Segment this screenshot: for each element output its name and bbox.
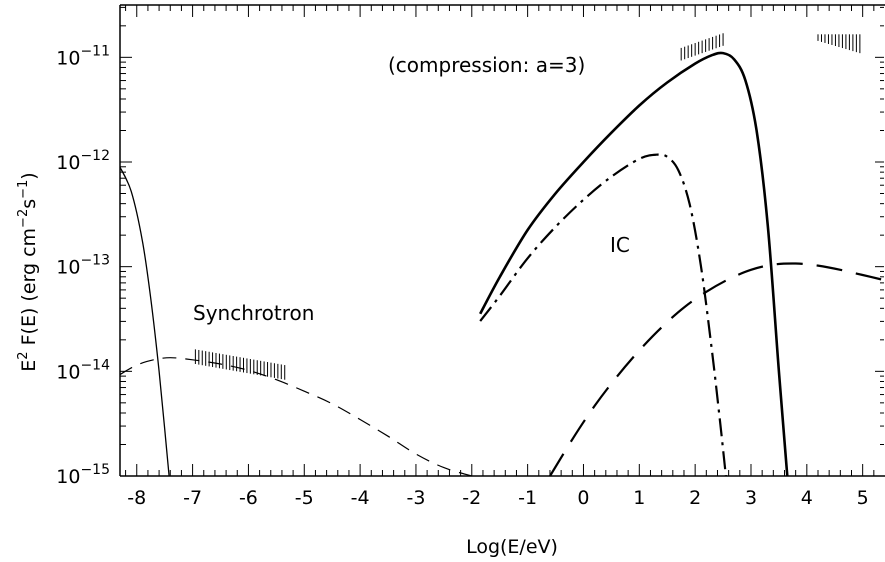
x-axis-title: Log(E/eV) [466,536,558,558]
series-thin-dashed [119,357,472,477]
series-long-dashed [549,262,885,477]
x-tick-label: -5 [295,487,314,509]
y-tick-label: 10−14 [56,357,110,383]
y-axis-title: E2 F(E) (erg cm−2s−1) [16,172,40,371]
ticks-group [120,5,884,477]
series-group [119,51,885,477]
x-tick-label: -6 [239,487,258,509]
x-tick-label: 1 [633,487,645,509]
x-tick-label: -3 [406,487,425,509]
x-tick-label: 2 [689,487,701,509]
annotation-synchrotron: Synchrotron [193,301,314,325]
x-tick-label: -7 [183,487,202,509]
series-thick-solid [479,51,789,477]
x-tick-label: -4 [351,487,370,509]
y-tick-label: 10−11 [56,43,110,69]
labels-group: -8 -7 -6 -5 -4 -3 -2 -1 0 1 2 3 4 5 10−15 10−14 10−13 10−… [56,43,868,509]
y-tick-label: 10−13 [56,253,110,279]
y-tick-label: 10−12 [56,148,110,174]
observation-band [680,33,724,61]
observation-bands [194,33,861,380]
x-tick-label: 4 [801,487,813,509]
x-tick-label: 0 [577,487,589,509]
plot-frame-group [119,4,885,477]
observation-band [817,34,861,54]
annotation-compression: (compression: a=3) [388,53,585,77]
x-tick-label: -8 [127,487,146,509]
x-tick-label: -2 [462,487,481,509]
series-dash-dot [479,153,727,477]
y-tick-label: 10−15 [56,462,110,488]
observation-band [194,349,286,380]
x-tick-label: -1 [518,487,537,509]
x-tick-label: 3 [745,487,757,509]
series-thin-solid [119,166,170,477]
annotation-ic: IC [610,233,630,257]
x-tick-label: 5 [857,487,869,509]
